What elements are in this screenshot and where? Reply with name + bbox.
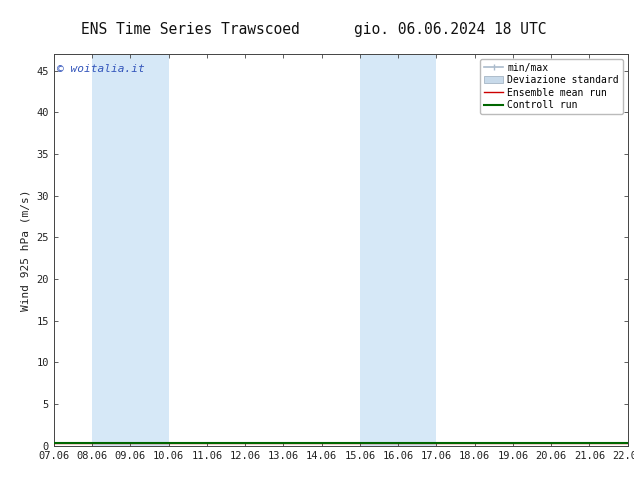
Text: gio. 06.06.2024 18 UTC: gio. 06.06.2024 18 UTC: [354, 22, 547, 37]
Bar: [131, 54, 169, 446]
Bar: [360, 54, 398, 446]
Y-axis label: Wind 925 hPa (m/s): Wind 925 hPa (m/s): [21, 189, 31, 311]
Bar: [398, 54, 436, 446]
Text: © woitalia.it: © woitalia.it: [57, 64, 145, 74]
Bar: [628, 54, 634, 446]
Bar: [92, 54, 131, 446]
Text: ENS Time Series Trawscoed: ENS Time Series Trawscoed: [81, 22, 300, 37]
Legend: min/max, Deviazione standard, Ensemble mean run, Controll run: min/max, Deviazione standard, Ensemble m…: [480, 59, 623, 114]
